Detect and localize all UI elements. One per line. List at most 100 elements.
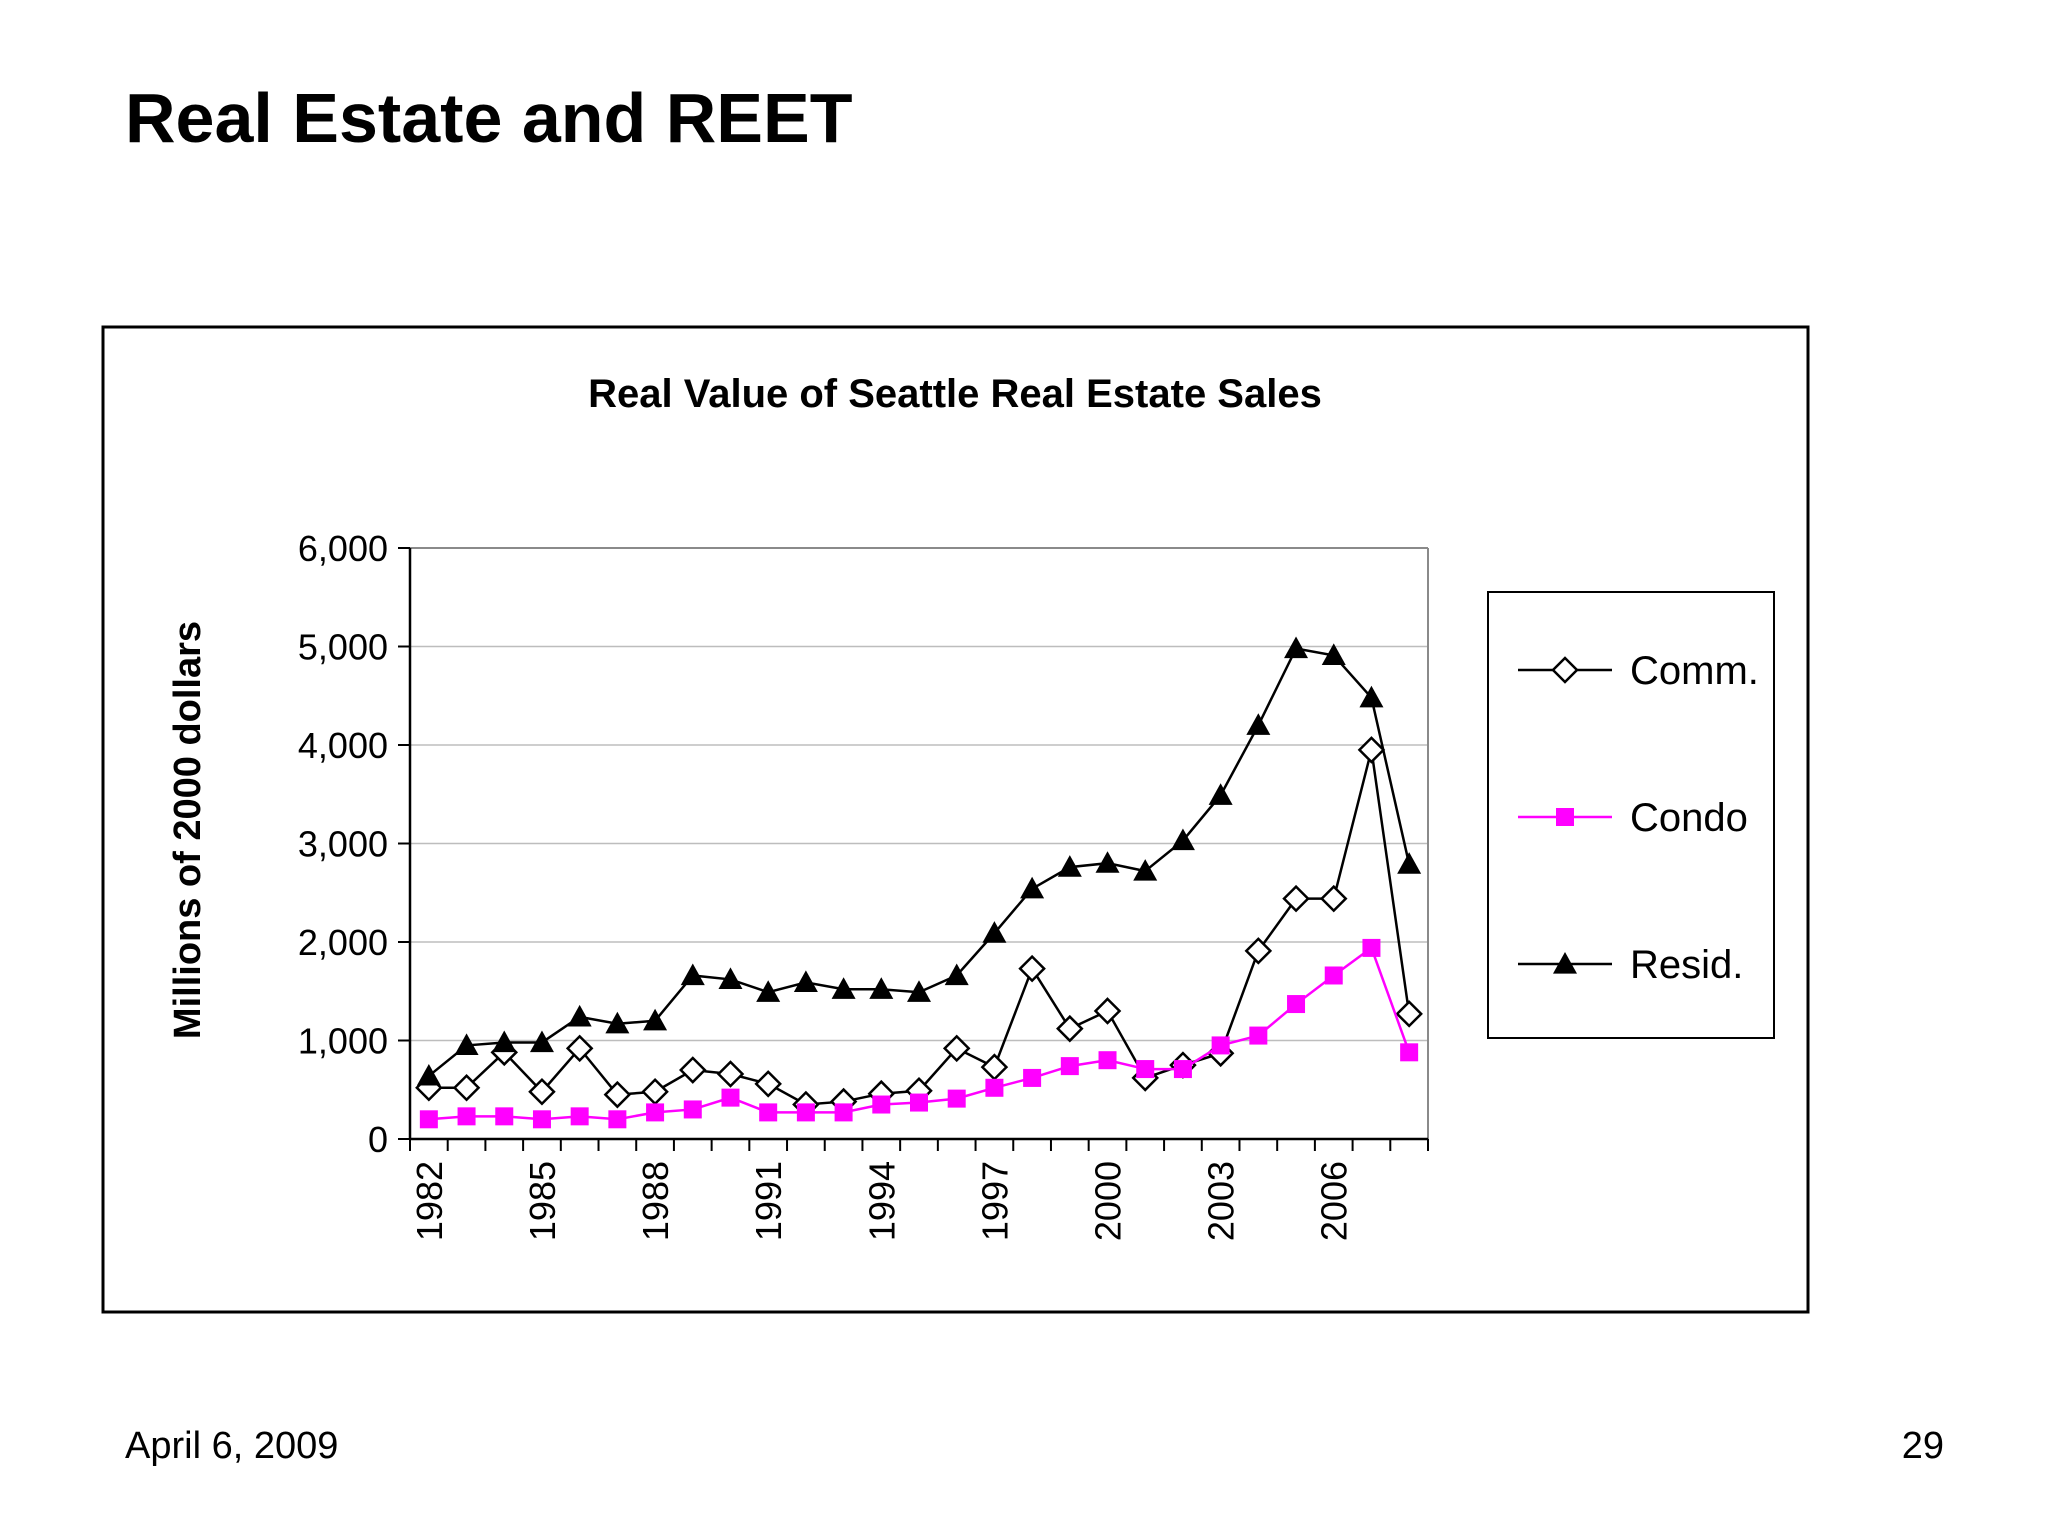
- data-point-condo: [872, 1095, 891, 1114]
- y-tick-label: 1,000: [298, 1021, 388, 1062]
- x-tick-label: 2006: [1314, 1161, 1355, 1241]
- data-point-comm: [716, 1060, 745, 1088]
- data-point-condo: [985, 1078, 1004, 1097]
- data-point-comm: [679, 1056, 707, 1084]
- data-point-condo: [759, 1103, 778, 1122]
- data-point-comm: [1018, 954, 1046, 983]
- data-point-condo: [1324, 966, 1343, 985]
- data-point-resid: [869, 977, 894, 999]
- data-point-condo: [796, 1103, 815, 1122]
- x-tick-label: 1994: [861, 1161, 902, 1241]
- y-tick-label: 3,000: [298, 824, 388, 865]
- data-point-condo: [1249, 1026, 1268, 1045]
- data-point-condo: [683, 1100, 702, 1119]
- data-point-condo: [1287, 995, 1306, 1014]
- data-point-resid: [793, 970, 818, 992]
- data-point-condo: [1060, 1057, 1079, 1076]
- data-point-comm: [754, 1070, 782, 1098]
- x-tick-label: 1988: [635, 1161, 676, 1241]
- legend: Comm. Condo Resid.: [1487, 591, 1775, 1039]
- data-point-condo: [947, 1089, 966, 1108]
- data-point-condo: [1023, 1068, 1042, 1087]
- data-point-comm: [1319, 884, 1348, 913]
- data-point-comm: [1395, 1000, 1423, 1028]
- data-point-comm: [1282, 884, 1310, 913]
- legend-marker-condo: [1556, 808, 1574, 826]
- footer-date: April 6, 2009: [125, 1425, 339, 1467]
- data-point-condo: [910, 1093, 928, 1112]
- legend-label-comm: Comm.: [1630, 649, 1759, 693]
- data-point-condo: [834, 1103, 853, 1122]
- data-point-resid: [1284, 636, 1309, 659]
- data-point-resid: [605, 1011, 630, 1034]
- data-point-resid: [1397, 852, 1422, 874]
- data-point-comm: [452, 1074, 481, 1102]
- data-point-condo: [1136, 1060, 1155, 1079]
- data-point-condo: [532, 1110, 551, 1129]
- data-point-resid: [718, 967, 743, 990]
- data-point-resid: [1057, 855, 1082, 877]
- data-point-resid: [982, 921, 1007, 943]
- legend-marker-comm: [1551, 656, 1579, 684]
- y-tick-label: 2,000: [298, 922, 388, 963]
- data-point-comm: [603, 1080, 632, 1109]
- data-point-resid: [1095, 851, 1120, 873]
- data-point-resid: [567, 1004, 592, 1027]
- data-point-condo: [495, 1107, 514, 1126]
- data-point-condo: [646, 1103, 665, 1122]
- data-point-resid: [1020, 876, 1045, 899]
- data-point-condo: [1400, 1043, 1419, 1062]
- x-tick-label: 1991: [748, 1161, 789, 1241]
- data-point-comm: [1244, 937, 1273, 965]
- x-tick-label: 1997: [974, 1161, 1015, 1241]
- data-point-resid: [492, 1030, 517, 1053]
- page-number: 29: [1901, 1425, 1944, 1467]
- data-point-condo: [457, 1107, 476, 1126]
- legend-marker-resid: [1553, 952, 1577, 974]
- data-point-resid: [944, 963, 969, 986]
- legend-label-condo: Condo: [1630, 796, 1748, 840]
- y-tick-label: 6,000: [298, 528, 388, 569]
- data-point-resid: [454, 1033, 479, 1056]
- data-point-comm: [565, 1034, 594, 1063]
- data-point-resid: [1170, 828, 1195, 851]
- data-point-condo: [608, 1110, 627, 1129]
- x-tick-label: 2003: [1201, 1161, 1242, 1241]
- data-point-resid: [643, 1008, 668, 1031]
- data-point-resid: [1246, 713, 1271, 735]
- chart-title: Real Value of Seattle Real Estate Sales: [588, 372, 1322, 416]
- data-point-resid: [1321, 643, 1346, 665]
- data-point-resid: [1359, 685, 1384, 708]
- data-point-resid: [907, 980, 931, 1002]
- data-point-condo: [1211, 1036, 1230, 1055]
- y-tick-label: 5,000: [298, 627, 388, 668]
- data-point-comm: [1056, 1014, 1084, 1043]
- data-point-comm: [942, 1034, 971, 1063]
- y-tick-label: 4,000: [298, 725, 388, 766]
- x-tick-label: 2000: [1088, 1161, 1129, 1241]
- data-point-comm: [1357, 736, 1386, 764]
- y-tick-label: 0: [368, 1119, 388, 1160]
- data-point-condo: [721, 1088, 740, 1107]
- data-point-comm: [1093, 997, 1122, 1025]
- data-point-condo: [1362, 938, 1381, 957]
- data-point-resid: [1133, 859, 1158, 881]
- x-tick-label: 1982: [409, 1161, 450, 1241]
- data-point-resid: [680, 963, 705, 986]
- data-point-condo: [1098, 1051, 1117, 1070]
- legend-label-resid: Resid.: [1630, 943, 1743, 987]
- data-point-resid: [831, 977, 856, 999]
- data-point-resid: [1208, 783, 1233, 805]
- data-point-condo: [570, 1107, 589, 1126]
- y-axis-label: Millions of 2000 dollars: [167, 621, 209, 1039]
- x-tick-label: 1985: [522, 1161, 563, 1241]
- slide-title: Real Estate and REET: [125, 79, 853, 157]
- data-point-condo: [1173, 1060, 1192, 1079]
- data-point-resid: [756, 980, 781, 1002]
- data-point-comm: [528, 1077, 556, 1106]
- data-point-resid: [529, 1030, 554, 1053]
- plot-area: 0 1,000 2,000 3,000 4,000 5,000 6,000 1982 1985 1…: [298, 528, 1429, 1241]
- data-point-condo: [419, 1110, 438, 1129]
- data-point-resid: [416, 1063, 441, 1086]
